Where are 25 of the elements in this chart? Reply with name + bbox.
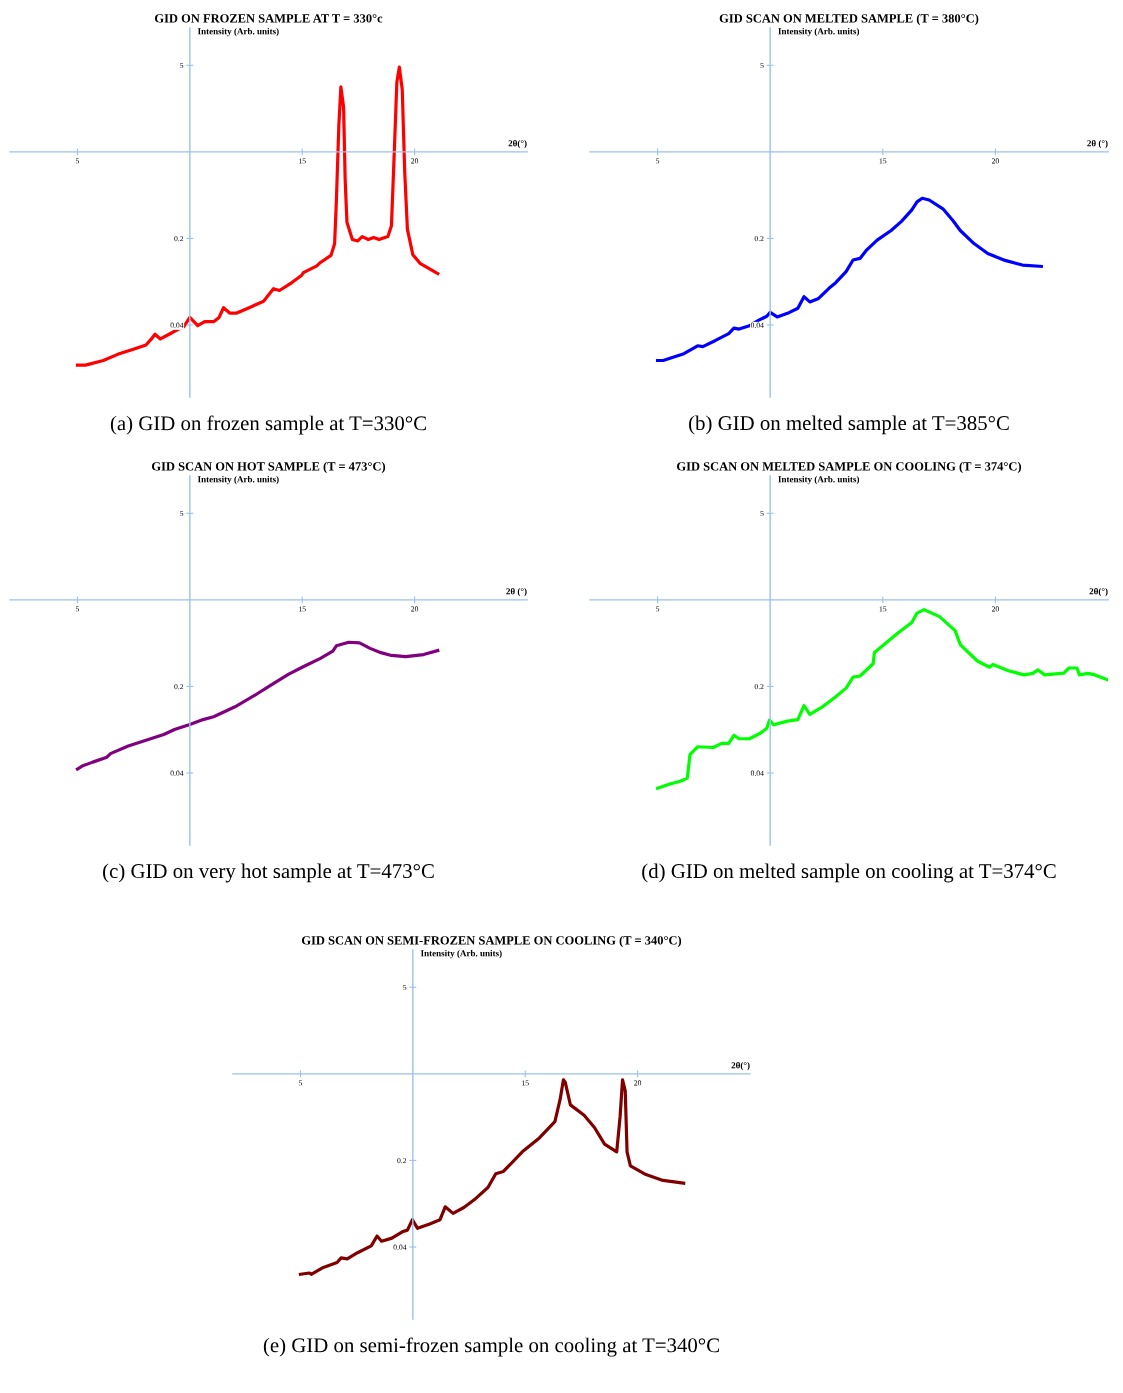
text: (a) GID on frozen sample at T=330°C xyxy=(110,415,426,435)
x-axis-title: 2θ(°) xyxy=(1089,587,1108,597)
y-axis-title: Intensity (Arb. units) xyxy=(197,28,279,37)
chart-title: GID SCAN ON MELTED SAMPLE (T = 380°C) xyxy=(719,13,979,26)
chart-title: GID SCAN ON HOT SAMPLE (T = 473°C) xyxy=(151,461,386,474)
line-series xyxy=(298,1078,686,1276)
y-axis-title: Intensity (Arb. units) xyxy=(197,476,279,485)
x-axis-title: 2θ (°) xyxy=(506,587,527,597)
text: (e) GID on semi-frozen sample on cooling at T=340°C xyxy=(263,1337,719,1357)
line-series xyxy=(75,640,440,771)
text: (b) GID on melted sample at T=385°C xyxy=(689,415,1009,435)
chart-title: GID SCAN ON SEMI-FROZEN SAMPLE ON COOLING (T = 340°C) xyxy=(301,935,682,948)
x-axis-title: 2θ (°) xyxy=(1087,139,1108,149)
text: (c) GID on very hot sample at T=473°C xyxy=(103,863,434,883)
chart-title: GID ON FROZEN SAMPLE AT T = 330°c xyxy=(154,14,383,23)
line-series xyxy=(655,196,1043,363)
line-series xyxy=(75,65,440,367)
line-series xyxy=(655,608,1108,790)
text: (d) GID on melted sample on cooling at T=374°C xyxy=(642,863,1056,883)
chart-title: GID SCAN ON MELTED SAMPLE ON COOLING (T = 374°C) xyxy=(677,461,1022,474)
y-axis-title: Intensity (Arb. units) xyxy=(778,28,860,37)
y-axis-title: Intensity (Arb. units) xyxy=(778,476,860,485)
x-axis-title: 2θ(°) xyxy=(508,139,527,149)
x-axis-title: 2θ(°) xyxy=(731,1061,750,1071)
y-axis-title: Intensity (Arb. units) xyxy=(420,950,502,959)
